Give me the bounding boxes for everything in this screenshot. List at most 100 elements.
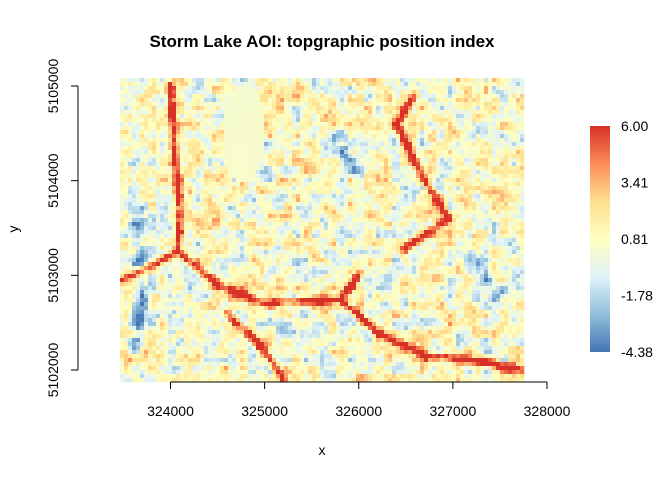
- raster-cell-348: [300, 90, 305, 95]
- raster-cell-2487: [372, 174, 377, 179]
- raster-cell-2468: [296, 174, 301, 179]
- raster-cell-4634: [476, 258, 481, 263]
- raster-cell-3732: [504, 222, 509, 227]
- raster-cell-3366: [252, 210, 257, 215]
- raster-cell-4099: [356, 238, 361, 243]
- raster-cell-1700: [456, 142, 461, 147]
- raster-cell-1141: [240, 122, 245, 127]
- raster-cell-4825: [432, 266, 437, 271]
- raster-cell-676: [400, 102, 405, 107]
- raster-cell-4255: [172, 246, 177, 251]
- raster-cell-1772: [340, 146, 345, 151]
- raster-cell-1498: [456, 134, 461, 139]
- raster-cell-1625: [156, 142, 161, 147]
- raster-cell-1318: [140, 130, 145, 135]
- raster-cell-4956: [148, 274, 153, 279]
- raster-cell-755: [312, 106, 317, 111]
- raster-cell-4965: [184, 274, 189, 279]
- raster-cell-3547: [168, 218, 173, 223]
- raster-cell-1778: [364, 146, 369, 151]
- raster-cell-235: [252, 86, 257, 91]
- raster-cell-3994: [340, 234, 345, 239]
- raster-cell-682: [424, 102, 429, 107]
- raster-cell-4625: [440, 258, 445, 263]
- raster-cell-2063: [292, 158, 297, 163]
- raster-cell-4348: [140, 250, 145, 255]
- raster-cell-4287: [300, 246, 305, 251]
- raster-cell-3968: [236, 234, 241, 239]
- raster-cell-1445: [244, 134, 249, 139]
- raster-cell-4943: [500, 270, 505, 275]
- raster-cell-2949: [200, 194, 205, 199]
- raster-cell-3845: [148, 230, 153, 235]
- raster-cell-190: [476, 82, 481, 87]
- raster-cell-176: [420, 82, 425, 87]
- raster-cell-2390: [388, 170, 393, 175]
- raster-cell-1565: [320, 138, 325, 143]
- raster-cell-2161: [280, 162, 285, 167]
- raster-cell-1041: [244, 118, 249, 123]
- raster-cell-3764: [228, 226, 233, 231]
- raster-cell-4073: [252, 238, 257, 243]
- raster-cell-3974: [260, 234, 265, 239]
- raster-cell-778: [404, 106, 409, 111]
- raster-cell-2421: [512, 170, 517, 175]
- raster-cell-2868: [280, 190, 285, 195]
- raster-cell-1860: [288, 150, 293, 155]
- raster-cell-4418: [420, 250, 425, 255]
- raster-cell-4167: [224, 242, 229, 247]
- raster-cell-4936: [472, 270, 477, 275]
- raster-cell-3601: [384, 218, 389, 223]
- raster-cell-4159: [192, 242, 197, 247]
- raster-cell-3651: [180, 222, 185, 227]
- raster-cell-1093: [452, 118, 457, 123]
- raster-cell-953: [296, 114, 301, 119]
- raster-cell-2812: [460, 186, 465, 191]
- raster-cell-2878: [320, 190, 325, 195]
- raster-cell-292: [480, 86, 485, 91]
- raster-cell-383: [440, 90, 445, 95]
- raster-cell-1999: [440, 154, 445, 159]
- raster-cell-2672: [304, 182, 309, 187]
- raster-cell-2303: [444, 166, 449, 171]
- raster-cell-846: [272, 110, 277, 115]
- raster-cell-3790: [332, 226, 337, 231]
- raster-cell-2168: [308, 162, 313, 167]
- raster-cell-3155: [216, 202, 221, 207]
- raster-cell-689: [452, 102, 457, 107]
- raster-cell-433: [236, 94, 241, 99]
- raster-cell-1657: [284, 142, 289, 147]
- raster-cell-261: [356, 86, 361, 91]
- raster-cell-2790: [372, 186, 377, 191]
- raster-cell-277: [420, 86, 425, 91]
- raster-cell-2918: [480, 190, 485, 195]
- raster-cell-1169: [352, 122, 357, 127]
- raster-cell-3655: [196, 222, 201, 227]
- raster-cell-3571: [264, 218, 269, 223]
- raster-cell-3372: [276, 210, 281, 215]
- raster-cell-3934: [504, 230, 509, 235]
- raster-cell-4113: [412, 238, 417, 243]
- raster-cell-100: [520, 78, 525, 83]
- raster-cell-796: [476, 106, 481, 111]
- raster-cell-3888: [320, 230, 325, 235]
- raster-cell-4169: [232, 242, 237, 247]
- raster-cell-3799: [368, 226, 373, 231]
- raster-cell-3421: [472, 210, 477, 215]
- raster-cell-3113: [452, 198, 457, 203]
- raster-cell-4395: [328, 250, 333, 255]
- raster-cell-4683: [268, 262, 273, 267]
- raster-cell-4025: [464, 234, 469, 239]
- raster-cell-4234: [492, 242, 497, 247]
- raster-cell-3954: [180, 234, 185, 239]
- raster-cell-2807: [440, 186, 445, 191]
- raster-cell-1371: [352, 130, 357, 135]
- raster-cell-4369: [224, 250, 229, 255]
- raster-cell-4693: [308, 262, 313, 267]
- raster-cell-3767: [240, 226, 245, 231]
- raster-cell-1839: [204, 150, 209, 155]
- raster-cell-1660: [296, 142, 301, 147]
- raster-cell-4387: [296, 250, 301, 255]
- raster-cell-1345: [248, 130, 253, 135]
- raster-cell-1064: [336, 118, 341, 123]
